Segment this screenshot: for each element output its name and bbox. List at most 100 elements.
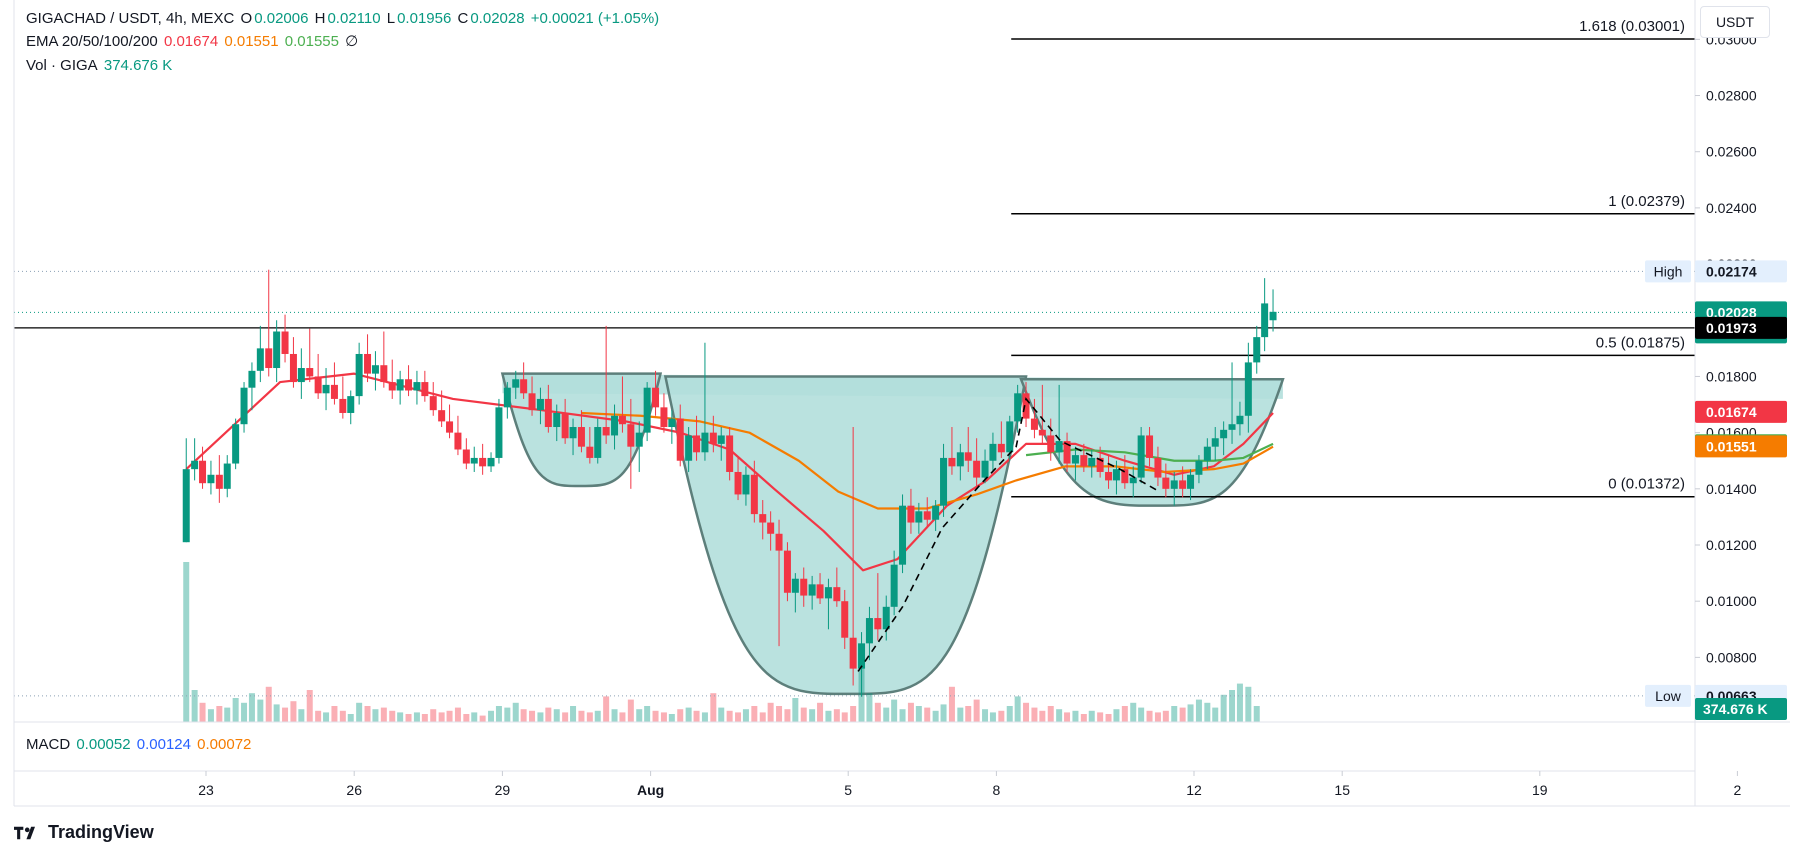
volume-bar	[553, 709, 560, 722]
volume-bar	[282, 707, 289, 722]
price-axis[interactable]: 0.030000.028000.026000.024000.022000.018…	[1645, 31, 1787, 722]
time-tick-label: 8	[993, 782, 1001, 798]
ohlc-open-value: 0.02006	[254, 10, 309, 27]
trendline-path	[857, 397, 1160, 672]
ohlc-open-key: O	[240, 10, 253, 27]
candle-body	[973, 460, 981, 478]
candlesticks	[182, 269, 1277, 697]
fib-level-label: 0.5 (0.01875)	[1596, 334, 1685, 351]
volume-bar	[1212, 707, 1219, 722]
ema-label: EMA 20/50/100/200	[26, 33, 158, 50]
volume-bar	[331, 706, 338, 722]
candle-body	[660, 407, 668, 428]
ema100-value: 0.01555	[284, 33, 339, 50]
fib-level-label: 1.618 (0.03001)	[1579, 18, 1685, 35]
volume-bar	[1105, 714, 1112, 722]
candle-body	[520, 379, 528, 394]
candle-body	[256, 348, 264, 371]
ohlc-high-value: 0.02110	[327, 10, 381, 27]
candle-body	[1080, 455, 1088, 467]
time-tick-label: 29	[495, 782, 511, 798]
time-axis[interactable]: 23 26 29 Aug 5 8 12 15 19 2	[198, 771, 1742, 798]
candle-body	[322, 384, 330, 394]
volume-bar	[488, 710, 495, 722]
candle-body	[602, 427, 610, 436]
ohlc-low-key: L	[386, 10, 396, 27]
volume-bar	[1195, 699, 1202, 722]
candle-body	[915, 511, 923, 523]
candle-body	[413, 382, 421, 391]
candle-body	[643, 387, 651, 433]
volume-bar	[907, 702, 914, 722]
candle-body	[1022, 393, 1030, 419]
volume-bar	[982, 709, 989, 722]
candle-body	[215, 474, 223, 489]
volume-bar	[356, 702, 363, 722]
volume-bar	[644, 706, 651, 722]
currency-button[interactable]: USDT	[1700, 6, 1770, 38]
time-tick-label: 15	[1334, 782, 1350, 798]
volume-bar	[701, 712, 708, 722]
ema-legend: EMA 20/50/100/200 0.01674 0.01551 0.0155…	[26, 31, 360, 53]
tradingview-branding[interactable]: TradingView	[14, 822, 154, 843]
price-tick-label: 0.00800	[1706, 649, 1757, 665]
candle-body	[1154, 457, 1162, 478]
time-tick-label: 2	[1734, 782, 1742, 798]
candle-body	[388, 382, 396, 391]
volume-bar	[735, 712, 742, 722]
fib-level-label: 1 (0.02379)	[1608, 193, 1685, 210]
volume-bar	[915, 706, 922, 722]
tradingview-logo-icon	[14, 826, 35, 839]
price-label-value: 0.02174	[1706, 263, 1757, 279]
volume-bar	[504, 707, 511, 722]
volume-bar	[1113, 709, 1120, 722]
volume-bar	[693, 710, 700, 722]
volume-bar	[767, 702, 774, 722]
volume-bar	[973, 699, 980, 722]
candle-body	[668, 418, 676, 428]
volume-bar	[1056, 709, 1063, 722]
candle-body	[454, 432, 462, 450]
price-label-value: 0.01674	[1706, 404, 1757, 420]
candle-body	[429, 396, 437, 411]
volume-bar	[899, 709, 906, 722]
volume-bar	[389, 710, 396, 722]
volume-value: 374.676 K	[103, 57, 173, 74]
volume-bar	[603, 696, 610, 722]
candle-body	[791, 578, 799, 593]
macd-histogram-value: 0.00072	[197, 736, 252, 753]
volume-bar	[809, 709, 816, 722]
volume-bar	[784, 709, 791, 722]
time-tick-label: Aug	[637, 782, 664, 798]
volume-bar	[957, 707, 964, 722]
candle-body	[569, 427, 577, 439]
volume-bar	[924, 707, 931, 722]
price-tick-label: 0.01800	[1706, 368, 1757, 384]
candle-body	[611, 415, 619, 436]
candle-body	[306, 368, 314, 377]
volume-bar	[1006, 706, 1013, 722]
volume-bar	[191, 690, 198, 722]
volume-bar	[430, 709, 437, 722]
candle-body	[759, 514, 767, 523]
candle-body	[1096, 457, 1104, 472]
volume-bar	[742, 709, 749, 722]
macd-signal-value: 0.00124	[136, 736, 191, 753]
volume-bar	[685, 707, 692, 722]
volume-bar	[347, 714, 354, 722]
candle-body	[932, 505, 940, 520]
candle-body	[1030, 418, 1038, 430]
volume-bar	[1146, 710, 1153, 722]
volume-bar	[1162, 710, 1169, 722]
candle-body	[1203, 446, 1211, 461]
volume-bar	[1220, 694, 1227, 722]
candle-body	[330, 384, 338, 399]
volume-bar	[710, 693, 717, 722]
main-cup	[663, 375, 1028, 696]
candle-body	[1236, 415, 1244, 425]
candle-body	[1179, 480, 1187, 489]
volume-bar	[800, 707, 807, 722]
volume-bar	[199, 702, 206, 722]
volume-bar	[1080, 714, 1087, 722]
